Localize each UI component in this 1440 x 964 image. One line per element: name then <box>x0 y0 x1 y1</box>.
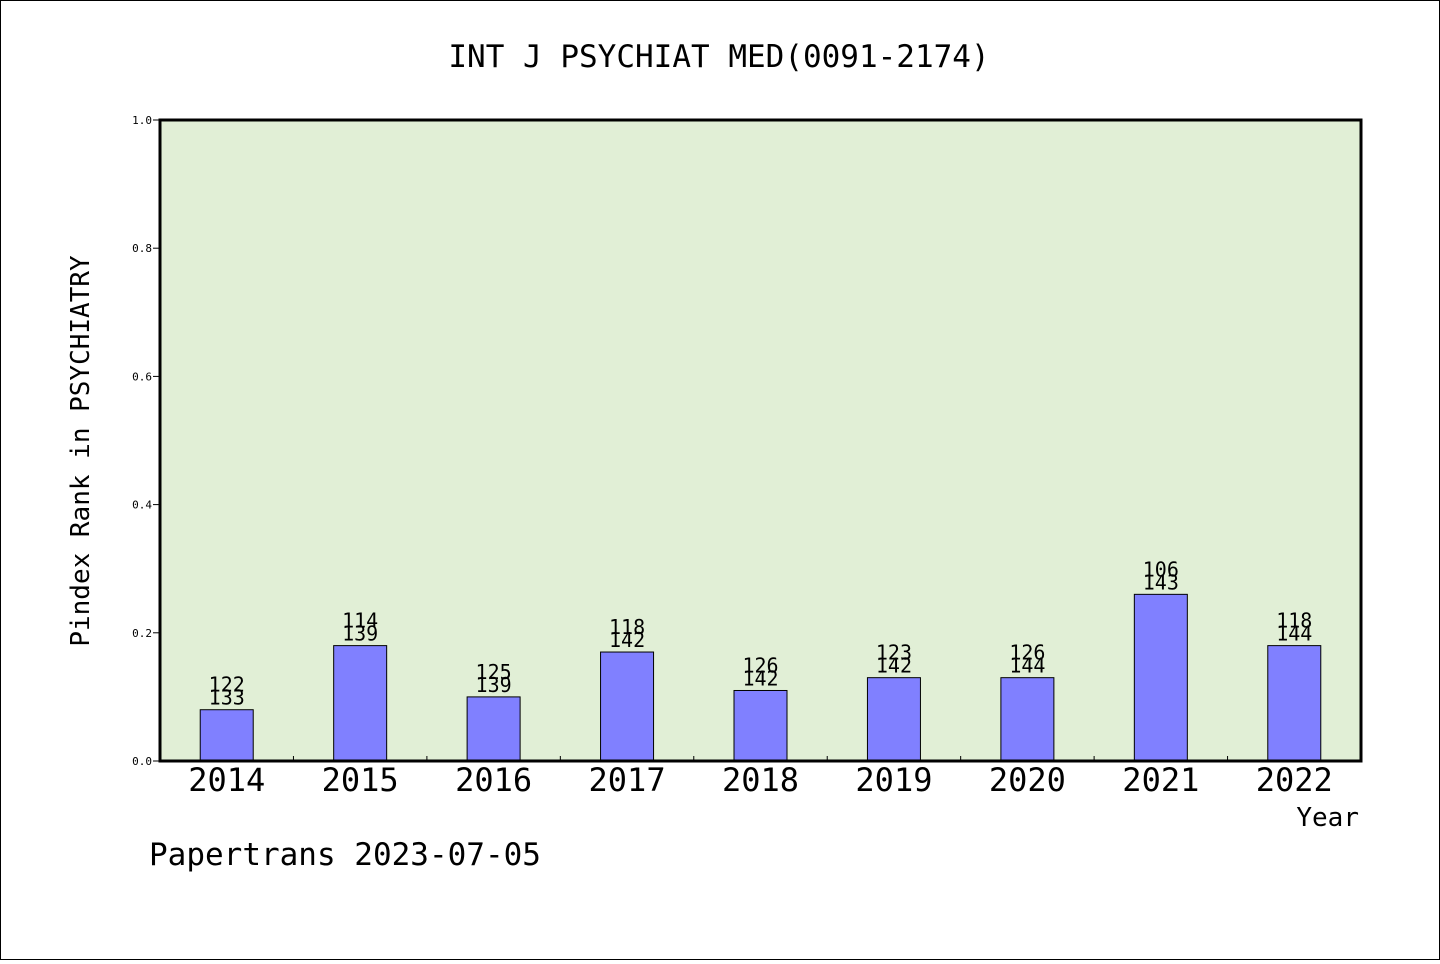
bar-rank-label: 118 <box>1276 609 1312 633</box>
bar-rank-label: 123 <box>876 641 912 665</box>
y-tick-label: 0.6 <box>132 370 152 383</box>
bar <box>600 651 655 762</box>
bar-rank-label: 114 <box>342 609 378 633</box>
y-tick-label: 0.0 <box>132 755 152 768</box>
bar-total-label: 139 <box>342 622 378 646</box>
bar-total-label: 133 <box>209 686 245 710</box>
bar <box>1267 645 1322 762</box>
bar-total-label: 139 <box>476 673 512 697</box>
x-tick-label: 2016 <box>455 761 532 799</box>
bar-rank-label: 118 <box>609 615 645 639</box>
bar <box>333 645 388 762</box>
x-tick-label: 2014 <box>188 761 265 799</box>
chart-title: INT J PSYCHIAT MED(0091-2174) <box>448 39 989 75</box>
bar-total-label: 144 <box>1276 622 1312 646</box>
bar-rank-label: 125 <box>476 660 512 684</box>
x-tick-label: 2021 <box>1122 761 1199 799</box>
bar-rank-label: 126 <box>1009 641 1045 665</box>
footer-watermark: Papertrans 2023-07-05 <box>149 837 541 873</box>
bar-rank-label: 106 <box>1143 557 1179 581</box>
bar-total-label: 144 <box>1009 654 1045 678</box>
plot-border <box>158 118 1363 763</box>
x-tick-label: 2017 <box>589 761 666 799</box>
bar <box>466 696 521 762</box>
bar <box>733 689 788 762</box>
y-tick-label: 0.2 <box>132 627 152 640</box>
bar <box>866 677 921 762</box>
bar-rank-label: 126 <box>742 653 778 677</box>
x-tick-label: 2020 <box>989 761 1066 799</box>
x-tick-label: 2022 <box>1256 761 1333 799</box>
bar-rank-label: 122 <box>209 673 245 697</box>
plot-area: 1221332014114139201512513920161181422017… <box>132 114 1363 799</box>
bar <box>199 709 254 762</box>
bar-total-label: 142 <box>609 628 645 652</box>
x-tick-label: 2019 <box>855 761 932 799</box>
y-tick-label: 0.4 <box>132 499 152 512</box>
y-tick-label: 0.8 <box>132 242 152 255</box>
bar <box>1133 593 1188 762</box>
x-tick-label: 2018 <box>722 761 799 799</box>
bar <box>1000 677 1055 762</box>
bar-total-label: 142 <box>876 654 912 678</box>
bar-total-label: 143 <box>1143 570 1179 594</box>
y-axis-label: Pindex Rank in PSYCHIATRY <box>66 255 96 647</box>
y-tick-label: 1.0 <box>132 114 152 127</box>
x-axis-label: Year <box>1296 803 1359 833</box>
x-tick-label: 2015 <box>322 761 399 799</box>
bar-total-label: 142 <box>742 666 778 690</box>
